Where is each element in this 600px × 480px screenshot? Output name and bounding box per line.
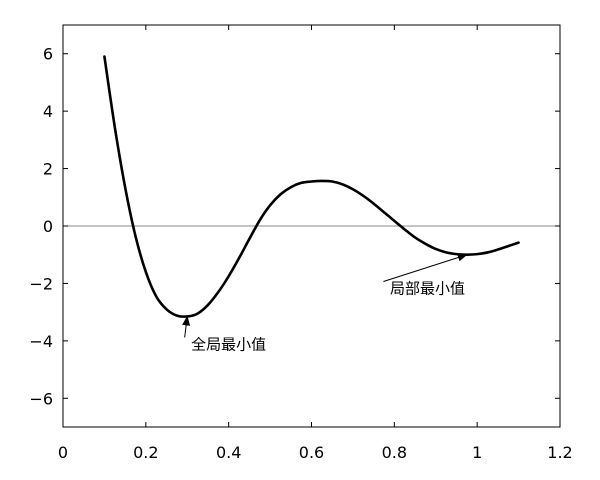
annotation-arrow: [182, 315, 191, 338]
x-tick-label: 0.8: [382, 443, 407, 462]
y-tick-label: 4: [43, 102, 53, 121]
x-tick-label: 0.2: [133, 443, 158, 462]
y-tick-label: −2: [29, 274, 53, 293]
annotation-label: 局部最小值: [390, 279, 465, 297]
y-tick-label: 6: [43, 45, 53, 64]
annotation-arrow: [383, 253, 468, 282]
series-line: [103, 55, 520, 318]
y-tick-label: 2: [43, 160, 53, 179]
y-tick-label: −4: [29, 332, 53, 351]
y-tick-label: 0: [43, 217, 53, 236]
x-tick-label: 1: [472, 443, 482, 462]
x-tick-label: 0.6: [299, 443, 324, 462]
x-tick-label: 0.4: [216, 443, 241, 462]
y-tick-label: −6: [29, 389, 53, 408]
annotation-label: 全局最小值: [191, 335, 266, 353]
x-tick-label: 1.2: [547, 443, 572, 462]
x-tick-label: 0: [58, 443, 68, 462]
